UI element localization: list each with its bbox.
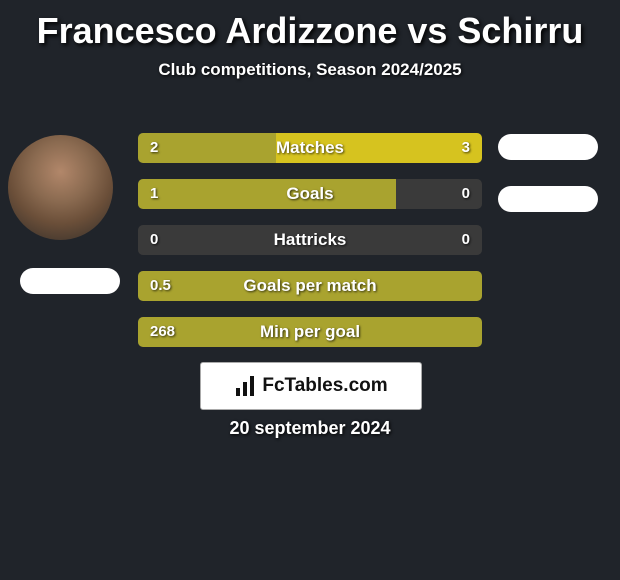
player-right-name-pill-2 [498,186,598,212]
stat-row: 00Hattricks [138,225,482,255]
logo-text: FcTables.com [262,375,387,397]
fctables-logo[interactable]: FcTables.com [200,362,422,410]
stat-row: 23Matches [138,133,482,163]
stats-container: 23Matches 10Goals 00Hattricks 0.5Goals per … [138,133,482,363]
stat-label: Min per goal [138,317,482,347]
player-left-name-pill [20,268,120,294]
stat-row: 10Goals [138,179,482,209]
date-text: 20 september 2024 [0,418,620,439]
page-subtitle: Club competitions, Season 2024/2025 [0,60,620,80]
player-left-avatar [8,135,113,240]
player-right-name-pill-1 [498,134,598,160]
stat-label: Matches [138,133,482,163]
stat-label: Goals per match [138,271,482,301]
stat-row: 0.5Goals per match [138,271,482,301]
stat-row: 268Min per goal [138,317,482,347]
stat-label: Goals [138,179,482,209]
stat-label: Hattricks [138,225,482,255]
page-title: Francesco Ardizzone vs Schirru [0,10,620,52]
chart-icon [234,374,258,398]
